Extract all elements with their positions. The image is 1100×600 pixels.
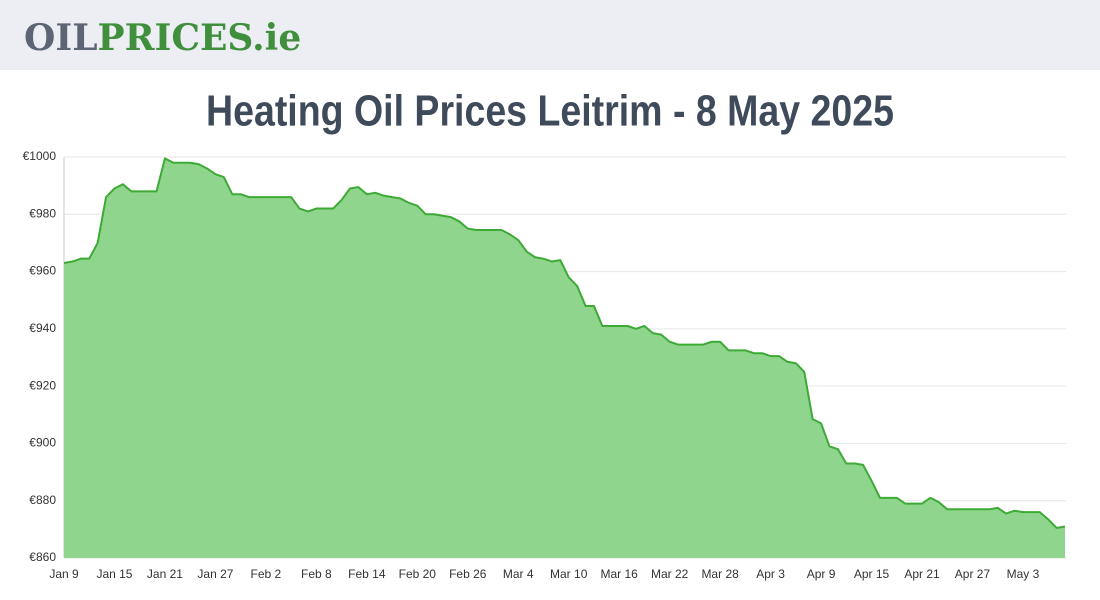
y-tick-label: €960	[29, 264, 56, 278]
y-tick-label: €920	[29, 378, 56, 392]
x-tick-label: Mar 10	[550, 567, 588, 581]
x-tick-label: Apr 15	[854, 567, 890, 581]
x-tick-label: Jan 27	[197, 567, 233, 581]
y-tick-label: €900	[29, 436, 56, 450]
x-tick-label: Apr 21	[904, 567, 940, 581]
x-tick-label: Feb 14	[348, 567, 386, 581]
header-bar	[0, 0, 1100, 70]
y-tick-label: €980	[29, 206, 56, 220]
x-tick-label: Apr 9	[807, 567, 836, 581]
x-tick-label: Apr 27	[955, 567, 991, 581]
x-tick-label: Mar 16	[600, 567, 638, 581]
x-tick-label: Jan 21	[147, 567, 183, 581]
x-tick-label: May 3	[1007, 567, 1040, 581]
area	[64, 158, 1065, 559]
x-tick-label: Mar 4	[503, 567, 534, 581]
y-tick-label: €1000	[23, 149, 57, 163]
x-tick-label: Jan 9	[49, 567, 79, 581]
chart-title: Heating Oil Prices Leitrim - 8 May 2025	[206, 87, 894, 136]
x-tick-label: Jan 15	[96, 567, 132, 581]
y-tick-label: €880	[29, 493, 56, 507]
logo-part: OIL	[24, 17, 98, 59]
x-tick-label: Feb 2	[251, 567, 282, 581]
x-tick-label: Feb 20	[399, 567, 437, 581]
x-tick-label: Apr 3	[756, 567, 785, 581]
x-tick-label: Feb 8	[301, 567, 332, 581]
logo[interactable]: OILPRICES.ie	[24, 17, 301, 59]
x-tick-label: Mar 22	[651, 567, 689, 581]
y-tick-label: €940	[29, 321, 56, 335]
x-tick-label: Feb 26	[449, 567, 487, 581]
x-tick-label: Mar 28	[701, 567, 739, 581]
logo-part: PRICES.ie	[98, 17, 302, 59]
y-tick-label: €860	[29, 550, 56, 564]
line	[63, 157, 1066, 529]
